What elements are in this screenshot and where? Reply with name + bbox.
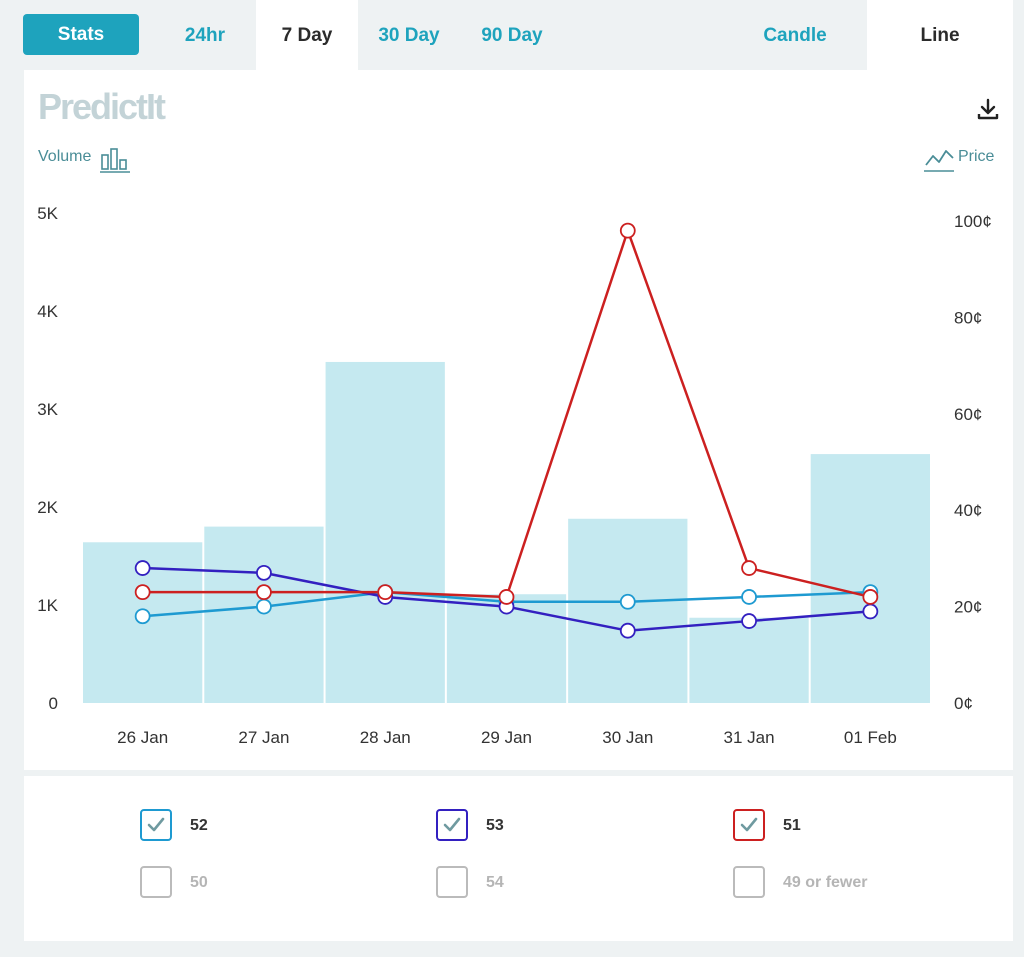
legend-checkbox[interactable]: [140, 809, 172, 841]
check-icon: [147, 817, 165, 832]
legend-item-49-or-fewer[interactable]: 49 or fewer: [733, 866, 993, 902]
legend-item-51[interactable]: 51: [733, 809, 993, 845]
legend-item-52[interactable]: 52: [140, 809, 400, 845]
legend-item-53[interactable]: 53: [436, 809, 696, 845]
tab-30-day[interactable]: 30 Day: [378, 25, 440, 46]
tab-candle[interactable]: Candle: [763, 25, 827, 46]
volume-bar: [689, 617, 809, 703]
series-point-53: [619, 622, 636, 639]
x-tick-label: 29 Jan: [481, 728, 532, 747]
predictit-logo: PredictIt: [38, 86, 166, 127]
legend-label: 53: [486, 817, 504, 834]
bar-chart-icon: [100, 146, 132, 174]
legend-checkbox[interactable]: [436, 866, 468, 898]
volume-tick-label: 0: [49, 694, 58, 713]
price-tick-label: 20¢: [954, 598, 982, 617]
volume-tick-label: 1K: [37, 596, 58, 615]
legend-item-54[interactable]: 54: [436, 866, 696, 902]
x-tick-label: 28 Jan: [360, 728, 411, 747]
volume-axis-label: Volume: [38, 148, 92, 165]
legend-checkbox[interactable]: [733, 809, 765, 841]
price-tick-label: 100¢: [954, 212, 992, 231]
tab-bar: Stats 24hr 7 Day 30 Day 90 Day Candle Li…: [0, 0, 1024, 70]
series-point-53: [862, 603, 879, 620]
x-tick-label: 30 Jan: [602, 728, 653, 747]
price-tick-label: 60¢: [954, 405, 982, 424]
volume-bar: [204, 526, 324, 703]
series-point-53: [134, 560, 151, 576]
series-point-51: [498, 589, 515, 605]
legend-label: 49 or fewer: [783, 874, 868, 891]
series-point-52: [741, 589, 757, 605]
series-point-51: [256, 584, 272, 601]
legend-item-50[interactable]: 50: [140, 866, 400, 902]
series-point-51: [134, 584, 151, 601]
tab-7-day[interactable]: 7 Day: [256, 0, 358, 70]
volume-tick-label: 3K: [37, 400, 58, 419]
series-point-51: [619, 222, 636, 239]
volume-bar: [568, 518, 688, 703]
tab-line[interactable]: Line: [867, 0, 1013, 70]
tab-90-day[interactable]: 90 Day: [481, 25, 543, 46]
legend-label: 52: [190, 817, 208, 834]
x-tick-label: 26 Jan: [117, 728, 168, 747]
x-tick-label: 31 Jan: [724, 728, 775, 747]
volume-bar: [325, 361, 445, 703]
series-point-51: [741, 560, 757, 576]
legend-checkbox[interactable]: [140, 866, 172, 898]
check-icon: [443, 817, 461, 832]
x-tick-label: 01 Feb: [844, 728, 897, 747]
series-point-52: [256, 598, 272, 615]
volume-bar: [810, 454, 930, 703]
download-icon[interactable]: [974, 96, 1002, 124]
price-volume-chart: 0 1K 2K 3K 4K 5K 0¢ 20¢ 40¢ 60¢ 80¢ 100¢ 26 Jan 27 Ja…: [37, 204, 992, 747]
legend-checkbox[interactable]: [436, 809, 468, 841]
price-tick-label: 40¢: [954, 501, 982, 520]
check-icon: [740, 817, 758, 832]
legend-label: 54: [486, 874, 504, 891]
volume-tick-label: 4K: [37, 302, 58, 321]
legend-checkbox[interactable]: [733, 866, 765, 898]
stats-button[interactable]: Stats: [23, 14, 139, 55]
volume-tick-label: 2K: [37, 498, 58, 517]
series-point-53: [741, 613, 757, 629]
line-chart-icon: [924, 145, 956, 173]
price-axis-label: Price: [958, 148, 995, 165]
legend-label: 51: [783, 817, 801, 834]
price-tick-label: 0¢: [954, 694, 973, 713]
series-point-51: [862, 589, 879, 605]
series-point-52: [134, 608, 151, 625]
price-tick-label: 80¢: [954, 308, 982, 327]
series-point-52: [619, 593, 636, 610]
legend-panel: [24, 776, 1013, 941]
series-point-53: [256, 564, 272, 581]
series-point-51: [377, 584, 394, 601]
volume-tick-label: 5K: [37, 204, 58, 223]
legend-label: 50: [190, 874, 208, 891]
tab-24hr[interactable]: 24hr: [184, 25, 226, 46]
x-tick-label: 27 Jan: [238, 728, 289, 747]
